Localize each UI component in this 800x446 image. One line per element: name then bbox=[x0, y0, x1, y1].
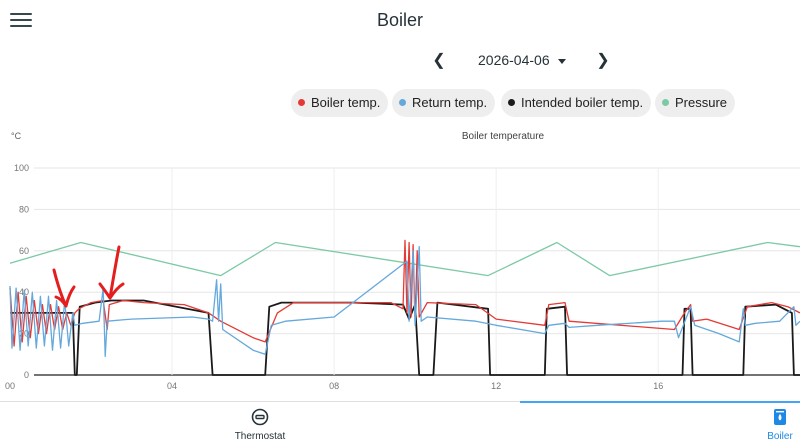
nav-label-thermostat: Thermostat bbox=[234, 431, 286, 442]
red-arrow-1 bbox=[52, 268, 76, 308]
date-navigation: ❮ 2026-04-06 ❯ bbox=[0, 50, 800, 74]
legend-chip-return-temp[interactable]: Return temp. bbox=[392, 89, 496, 117]
y-axis-unit: °C bbox=[11, 131, 22, 141]
chart-series bbox=[9, 239, 800, 376]
y-tick-label: 80 bbox=[19, 204, 29, 214]
x-tick-label: 16 bbox=[653, 381, 663, 391]
hamburger-menu-icon[interactable] bbox=[10, 13, 32, 31]
page-title: Boiler bbox=[376, 10, 424, 30]
date-selector[interactable]: 2026-04-06 bbox=[478, 52, 566, 68]
legend: Boiler temp. Return temp. Intended boile… bbox=[0, 89, 800, 119]
chevron-left-icon[interactable]: ❮ bbox=[432, 52, 446, 69]
legend-label: Boiler temp. bbox=[311, 95, 381, 110]
legend-chip-boiler-temp[interactable]: Boiler temp. bbox=[291, 89, 389, 117]
y-tick-label: 0 bbox=[24, 370, 29, 380]
series-line-pressure bbox=[9, 241, 800, 277]
x-axis-ticks: 00 04 08 12 16 bbox=[5, 381, 663, 391]
boiler-icon bbox=[774, 409, 786, 425]
thermostat-icon bbox=[251, 408, 269, 426]
date-value: 2026-04-06 bbox=[478, 52, 550, 68]
nav-item-boiler[interactable]: Boiler bbox=[758, 408, 800, 442]
x-tick-label: 12 bbox=[491, 381, 501, 391]
series-line-intended-boiler-temp bbox=[10, 299, 800, 376]
app-bar: Boiler bbox=[0, 0, 800, 44]
bottom-navigation: Thermostat Boiler bbox=[0, 401, 800, 446]
chart-title: Boiler temperature bbox=[461, 131, 545, 142]
nav-label-boiler: Boiler bbox=[767, 431, 793, 442]
legend-label: Pressure bbox=[675, 95, 728, 110]
legend-chip-pressure[interactable]: Pressure bbox=[655, 89, 736, 117]
x-tick-label: 08 bbox=[329, 381, 339, 391]
y-tick-label: 20 bbox=[19, 329, 29, 339]
x-tick-label: 00 bbox=[5, 381, 15, 391]
legend-label: Intended boiler temp. bbox=[521, 95, 644, 110]
active-tab-indicator bbox=[520, 401, 800, 403]
caret-down-icon bbox=[557, 58, 566, 64]
y-tick-label: 60 bbox=[19, 246, 29, 256]
y-tick-label: 100 bbox=[14, 163, 29, 173]
red-arrow-2 bbox=[98, 245, 125, 300]
chevron-right-icon[interactable]: ❯ bbox=[596, 52, 610, 69]
legend-dot bbox=[298, 99, 305, 106]
series-line-return-temp bbox=[9, 246, 800, 358]
chart-annotations bbox=[52, 245, 125, 308]
nav-item-thermostat[interactable]: Thermostat bbox=[222, 408, 298, 442]
legend-dot bbox=[508, 99, 515, 106]
legend-dot bbox=[399, 99, 406, 106]
x-tick-label: 04 bbox=[167, 381, 177, 391]
legend-label: Return temp. bbox=[412, 95, 488, 110]
legend-chip-intended-boiler-temp[interactable]: Intended boiler temp. bbox=[501, 89, 652, 117]
legend-dot bbox=[662, 99, 669, 106]
